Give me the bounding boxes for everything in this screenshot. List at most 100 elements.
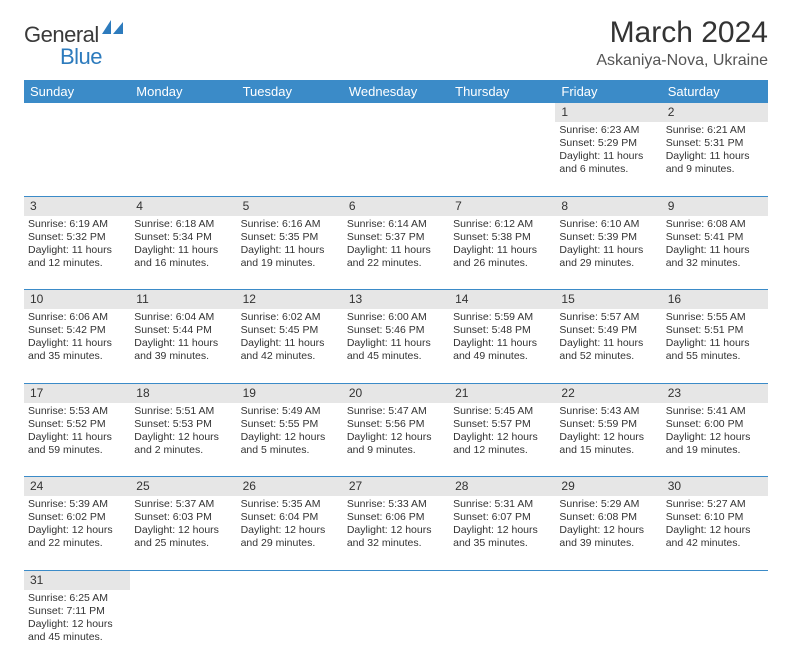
day-number: 9 <box>662 196 768 216</box>
day-number: 3 <box>24 196 130 216</box>
sunrise-text: Sunrise: 5:57 AM <box>559 311 657 324</box>
daylight-text: Daylight: 11 hours and 29 minutes. <box>559 244 657 270</box>
day-number: 26 <box>237 477 343 497</box>
day-cell <box>130 122 236 196</box>
weekday-header: Monday <box>130 80 236 103</box>
day-number: 2 <box>662 103 768 122</box>
weekday-header: Saturday <box>662 80 768 103</box>
day-cell <box>343 590 449 664</box>
day-cell <box>662 590 768 664</box>
sunrise-text: Sunrise: 6:08 AM <box>666 218 764 231</box>
daylight-text: Daylight: 11 hours and 55 minutes. <box>666 337 764 363</box>
day-number-row: 12 <box>24 103 768 122</box>
day-cell <box>555 590 661 664</box>
sunrise-text: Sunrise: 5:29 AM <box>559 498 657 511</box>
sunrise-text: Sunrise: 6:16 AM <box>241 218 339 231</box>
day-number: 24 <box>24 477 130 497</box>
day-cell: Sunrise: 5:51 AMSunset: 5:53 PMDaylight:… <box>130 403 236 477</box>
weekday-header: Wednesday <box>343 80 449 103</box>
day-number: 11 <box>130 290 236 310</box>
sunset-text: Sunset: 5:56 PM <box>347 418 445 431</box>
day-number <box>449 103 555 122</box>
sunrise-text: Sunrise: 6:10 AM <box>559 218 657 231</box>
logo-text-blue: Blue <box>60 44 102 69</box>
day-cell: Sunrise: 5:31 AMSunset: 6:07 PMDaylight:… <box>449 496 555 570</box>
day-number: 19 <box>237 383 343 403</box>
day-cell: Sunrise: 5:49 AMSunset: 5:55 PMDaylight:… <box>237 403 343 477</box>
day-info-row: Sunrise: 6:19 AMSunset: 5:32 PMDaylight:… <box>24 216 768 290</box>
day-number: 10 <box>24 290 130 310</box>
day-number: 28 <box>449 477 555 497</box>
day-number: 29 <box>555 477 661 497</box>
day-number: 30 <box>662 477 768 497</box>
day-number-row: 31 <box>24 570 768 590</box>
day-cell: Sunrise: 6:00 AMSunset: 5:46 PMDaylight:… <box>343 309 449 383</box>
day-cell: Sunrise: 6:19 AMSunset: 5:32 PMDaylight:… <box>24 216 130 290</box>
day-number <box>343 103 449 122</box>
day-number-row: 10111213141516 <box>24 290 768 310</box>
sunrise-text: Sunrise: 5:31 AM <box>453 498 551 511</box>
day-cell: Sunrise: 5:47 AMSunset: 5:56 PMDaylight:… <box>343 403 449 477</box>
sunset-text: Sunset: 6:02 PM <box>28 511 126 524</box>
sunset-text: Sunset: 6:00 PM <box>666 418 764 431</box>
sunrise-text: Sunrise: 6:21 AM <box>666 124 764 137</box>
weekday-header: Thursday <box>449 80 555 103</box>
day-number: 21 <box>449 383 555 403</box>
day-cell <box>343 122 449 196</box>
daylight-text: Daylight: 11 hours and 22 minutes. <box>347 244 445 270</box>
sunset-text: Sunset: 6:10 PM <box>666 511 764 524</box>
sunrise-text: Sunrise: 6:14 AM <box>347 218 445 231</box>
sunrise-text: Sunrise: 5:37 AM <box>134 498 232 511</box>
sunset-text: Sunset: 5:44 PM <box>134 324 232 337</box>
day-number: 20 <box>343 383 449 403</box>
day-cell: Sunrise: 5:53 AMSunset: 5:52 PMDaylight:… <box>24 403 130 477</box>
day-cell <box>449 590 555 664</box>
daylight-text: Daylight: 11 hours and 52 minutes. <box>559 337 657 363</box>
sunrise-text: Sunrise: 5:39 AM <box>28 498 126 511</box>
day-number: 15 <box>555 290 661 310</box>
daylight-text: Daylight: 12 hours and 5 minutes. <box>241 431 339 457</box>
day-number <box>24 103 130 122</box>
day-cell: Sunrise: 6:04 AMSunset: 5:44 PMDaylight:… <box>130 309 236 383</box>
day-number: 14 <box>449 290 555 310</box>
sunset-text: Sunset: 5:42 PM <box>28 324 126 337</box>
day-number <box>130 570 236 590</box>
day-cell: Sunrise: 6:02 AMSunset: 5:45 PMDaylight:… <box>237 309 343 383</box>
daylight-text: Daylight: 11 hours and 9 minutes. <box>666 150 764 176</box>
sunset-text: Sunset: 5:38 PM <box>453 231 551 244</box>
day-number: 23 <box>662 383 768 403</box>
day-cell: Sunrise: 5:45 AMSunset: 5:57 PMDaylight:… <box>449 403 555 477</box>
day-cell <box>237 590 343 664</box>
weekday-header: Friday <box>555 80 661 103</box>
location: Askaniya-Nova, Ukraine <box>596 52 768 70</box>
sunrise-text: Sunrise: 5:55 AM <box>666 311 764 324</box>
day-number: 7 <box>449 196 555 216</box>
day-cell: Sunrise: 6:12 AMSunset: 5:38 PMDaylight:… <box>449 216 555 290</box>
day-cell: Sunrise: 5:43 AMSunset: 5:59 PMDaylight:… <box>555 403 661 477</box>
daylight-text: Daylight: 12 hours and 45 minutes. <box>28 618 126 644</box>
sunset-text: Sunset: 5:31 PM <box>666 137 764 150</box>
sunset-text: Sunset: 5:41 PM <box>666 231 764 244</box>
sunrise-text: Sunrise: 6:19 AM <box>28 218 126 231</box>
day-number: 31 <box>24 570 130 590</box>
sunset-text: Sunset: 5:35 PM <box>241 231 339 244</box>
day-number: 12 <box>237 290 343 310</box>
day-cell <box>449 122 555 196</box>
sunrise-text: Sunrise: 5:43 AM <box>559 405 657 418</box>
sunrise-text: Sunrise: 6:23 AM <box>559 124 657 137</box>
logo-sail-icon <box>102 20 124 41</box>
day-cell: Sunrise: 5:35 AMSunset: 6:04 PMDaylight:… <box>237 496 343 570</box>
sunset-text: Sunset: 5:52 PM <box>28 418 126 431</box>
daylight-text: Daylight: 11 hours and 19 minutes. <box>241 244 339 270</box>
sunset-text: Sunset: 6:07 PM <box>453 511 551 524</box>
sunset-text: Sunset: 5:57 PM <box>453 418 551 431</box>
sunrise-text: Sunrise: 6:04 AM <box>134 311 232 324</box>
day-number: 4 <box>130 196 236 216</box>
day-number-row: 24252627282930 <box>24 477 768 497</box>
weekday-header: Sunday <box>24 80 130 103</box>
day-number: 16 <box>662 290 768 310</box>
weekday-header: Tuesday <box>237 80 343 103</box>
day-cell: Sunrise: 6:25 AMSunset: 7:11 PMDaylight:… <box>24 590 130 664</box>
day-number <box>130 103 236 122</box>
daylight-text: Daylight: 11 hours and 12 minutes. <box>28 244 126 270</box>
